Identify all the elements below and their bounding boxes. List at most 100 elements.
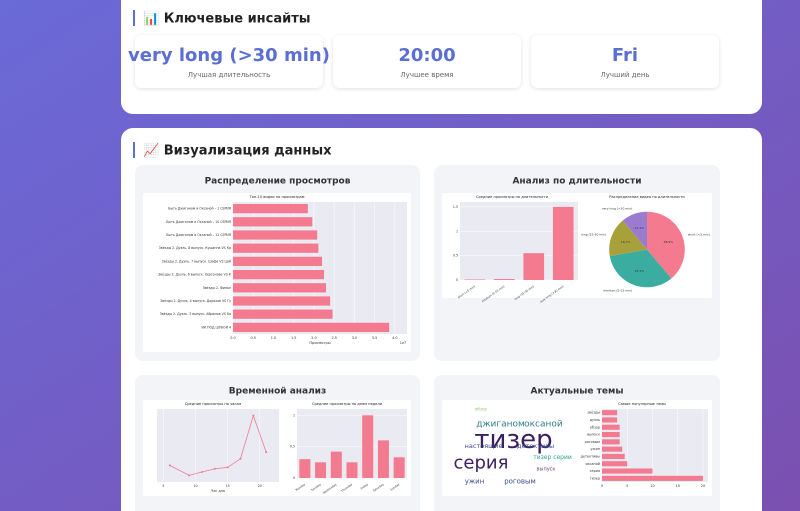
y-tick-label: звёзды — [587, 411, 600, 415]
bar — [602, 461, 628, 467]
bar — [393, 457, 405, 478]
y-tick-label: детективы — [581, 454, 601, 458]
insight-box — [135, 35, 323, 88]
axis-offset: 1e7 — [400, 341, 406, 345]
insight-box — [531, 35, 719, 88]
word: настоящие — [465, 442, 503, 450]
slice-value: 16.7% — [621, 240, 631, 244]
point — [213, 467, 216, 470]
bar — [233, 296, 331, 306]
x-tick-label: 15 — [226, 484, 230, 488]
point — [168, 464, 171, 467]
word: обзор — [475, 407, 487, 412]
pie-slice — [609, 249, 672, 288]
line — [169, 414, 267, 476]
point — [200, 471, 203, 474]
y-tick-label: серия — [590, 469, 600, 473]
bar — [523, 253, 545, 280]
y-tick-label: выпуск — [587, 433, 600, 437]
y-tick-label: дуэль — [590, 418, 600, 422]
x-tick-label: Saturday — [372, 482, 385, 493]
bar — [233, 269, 325, 280]
title-accent — [133, 10, 135, 26]
y-tick-label: Быть Джиганом и Оксаной – 1 СЕРИЯ — [168, 207, 231, 211]
panel-title: Временной анализ — [229, 387, 326, 397]
bar — [346, 462, 358, 478]
bar — [602, 417, 618, 423]
insight-value: 20:00 — [398, 45, 455, 66]
word: выпуск — [537, 467, 556, 473]
bar — [233, 217, 313, 227]
panel-title: Распределение просмотров — [205, 177, 351, 187]
y-tick-label: 1 — [293, 413, 295, 417]
chart-title: Топ-10 видео по просмотрам — [249, 195, 305, 199]
x-tick-label: 0 — [601, 484, 603, 488]
bar — [315, 462, 327, 478]
panel-title: Анализ по длительности — [512, 177, 641, 187]
y-tick-label: оксаной — [585, 462, 600, 466]
x-tick-label: 5 — [626, 484, 628, 488]
chart-title: Средние просмотры по дням недели — [312, 402, 383, 406]
y-tick-label: Звёзды 2. Финал — [203, 286, 231, 290]
bar — [602, 410, 618, 416]
insight-value: very long (>30 min) — [128, 45, 330, 66]
x-tick-label: Friday — [360, 482, 370, 490]
y-tick-label: Быть Джиганом и Оксаной – 10 СЕРИЯ — [166, 220, 231, 224]
bar — [299, 459, 311, 478]
x-tick-label: 15 — [676, 484, 680, 488]
x-tick-label: 3.0 — [352, 336, 357, 340]
y-tick-label: 0 — [456, 278, 458, 282]
pie-slice — [622, 211, 647, 250]
insight-label: Лучшее время — [400, 71, 453, 79]
word: детективы — [517, 442, 554, 450]
y-tick-label: роговым — [585, 440, 601, 444]
x-tick-label: 1.0 — [271, 336, 276, 340]
slice-label: very long (>30 min) — [602, 207, 632, 211]
x-tick-label: 4.0 — [392, 336, 397, 340]
y-tick-label: Звёзды 2. Дуэль. 3 выпуск. Абрамов VS Ба — [160, 312, 231, 316]
y-tick-label: Быть Джиганом и Оксаной – 12 СЕРИЯ — [166, 233, 231, 237]
point — [226, 466, 229, 469]
word: тизер — [474, 425, 552, 455]
insight-label: Лучшая длительность — [188, 71, 270, 79]
chart-title: Распределение видео по длительности — [609, 195, 685, 199]
x-tick-label: 10 — [650, 484, 654, 488]
bar — [552, 206, 574, 280]
x-tick-label: 1.5 — [291, 336, 296, 340]
slice-value: 11.1% — [634, 226, 644, 230]
y-tick-label: 0 — [293, 476, 295, 480]
word: роговым — [504, 478, 536, 486]
bar — [602, 475, 703, 481]
x-axis-label: Час дня — [211, 489, 225, 493]
y-tick-label: ИК ПОД ШУБОЙ 4 — [201, 324, 231, 329]
x-tick-label: 20 — [258, 484, 262, 488]
y-tick-label: Звёзды 2. Дуэль. 8 выпуск. Кушанна VS Кр — [159, 246, 231, 250]
y-tick-label: ужин — [591, 447, 600, 451]
x-tick-label: Sunday — [389, 482, 400, 491]
point — [252, 414, 255, 417]
x-tick-label: Monday — [295, 482, 307, 492]
chart-title: Самые популярные темы — [618, 402, 666, 406]
bar — [233, 203, 308, 214]
x-tick-label: 5 — [162, 484, 164, 488]
plot-area — [157, 409, 279, 482]
bar — [233, 283, 327, 293]
x-tick-label: 20 — [701, 484, 705, 488]
x-tick-label: 2.0 — [311, 336, 316, 340]
chart-title: Средние просмотры по часам — [185, 402, 242, 406]
word: тизер серии — [533, 454, 572, 461]
bar — [233, 322, 390, 333]
bar — [377, 440, 389, 478]
pie-slice — [647, 211, 685, 279]
bar — [330, 451, 342, 478]
bar — [602, 431, 620, 438]
word: оксаной — [524, 420, 563, 430]
bar — [602, 446, 623, 452]
x-axis-label: Просмотры — [309, 341, 330, 345]
y-tick-label: Звёзды 2. Дуэль. 7 выпуск. Шафа VS Цой — [162, 259, 231, 263]
x-tick-label: Tuesday — [309, 482, 322, 493]
slice-value: 38.9% — [664, 240, 674, 244]
y-tick-label: Звёзды 2. Дуэль. 6 выпуск. Херсонова VS … — [158, 273, 232, 277]
insight-box — [333, 35, 521, 88]
